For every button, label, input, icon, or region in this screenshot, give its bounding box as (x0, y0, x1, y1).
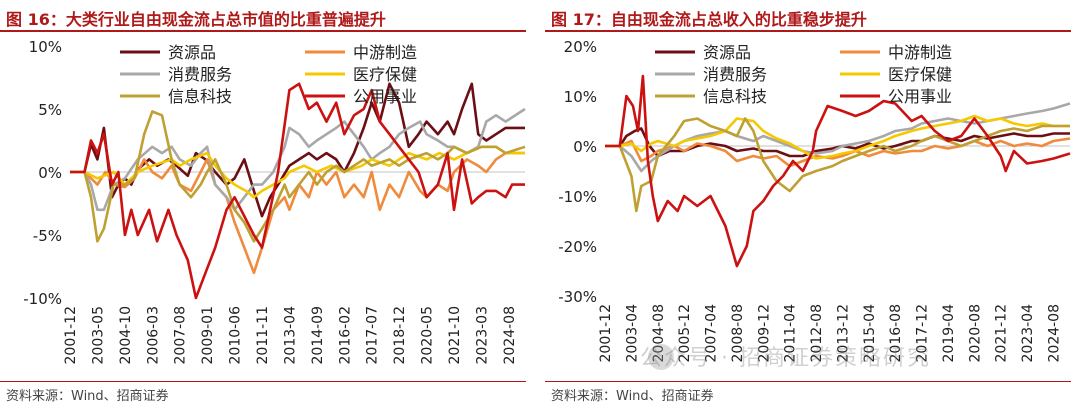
chart-panel-left: 图 16：大类行业自由现金流占总市值的比重普遍提升 10% 5% 0% -5% -10%… (0, 0, 532, 408)
y-tick-label: -10% (558, 188, 597, 206)
x-tick-label: 2013-12 (835, 304, 851, 363)
x-tick-label: 2012-08 (809, 304, 825, 363)
legend-label: 中游制造 (888, 43, 952, 62)
watermark-logo-icon (648, 344, 674, 370)
x-tick-label: 2001-12 (598, 304, 614, 363)
y-tick-label: -30% (558, 288, 597, 306)
x-tick-label: 2011-11 (255, 306, 271, 365)
x-tick-label: 2015-04 (862, 304, 878, 363)
x-tick-label: 2009-12 (756, 304, 772, 363)
legend-label: 公用事业 (353, 87, 417, 106)
legend-item: 消费服务 (655, 65, 767, 84)
series-line (70, 151, 525, 275)
legend-item: 中游制造 (840, 43, 952, 62)
legend-label: 中游制造 (353, 43, 417, 62)
watermark: 公众号 · 招商证券策略研究 (640, 346, 931, 371)
x-tick-label: 2011-04 (783, 304, 799, 363)
legend-label: 资源品 (168, 43, 216, 62)
x-tick-label: 2023-04 (1020, 304, 1036, 363)
legend-item: 消费服务 (120, 65, 232, 84)
series-line (70, 145, 525, 199)
legend-item: 信息科技 (655, 87, 767, 106)
legend-label: 消费服务 (168, 65, 232, 84)
legend-item: 资源品 (655, 43, 751, 62)
line-chart: 10% 5% 0% -5% -10%2001-12 2003-05 2004-10 2006-… (23, 38, 526, 365)
x-tick-label: 2005-12 (677, 304, 693, 363)
x-tick-label: 2006-03 (145, 306, 161, 365)
source-note: 资料来源：Wind、招商证券 (551, 389, 714, 404)
x-tick-label: 2017-07 (365, 306, 381, 365)
legend-label: 医疗保健 (888, 65, 952, 84)
chart-panel-right: 图 17：自由现金流占总收入的比重稳步提升 20% 10% 0% -10% -20% -3… (545, 0, 1077, 408)
legend-item: 医疗保健 (840, 65, 952, 84)
figure-title: 图 16：大类行业自由现金流占总市值的比重普遍提升 (6, 10, 386, 29)
legend-label: 消费服务 (703, 65, 767, 84)
x-tick-label: 2021-12 (994, 304, 1010, 363)
x-tick-label: 2003-05 (90, 306, 106, 365)
x-tick-label: 2003-04 (624, 304, 640, 363)
legend-label: 公用事业 (888, 87, 952, 106)
y-tick-label: 0% (573, 138, 597, 156)
series-line (70, 110, 526, 243)
x-tick-label: 2001-12 (63, 306, 79, 365)
x-tick-label: 2024-08 (502, 306, 518, 365)
x-tick-label: 2010-06 (228, 306, 244, 365)
series-line (605, 117, 1070, 213)
x-tick-label: 2009-01 (200, 306, 216, 365)
source-divider (545, 381, 1071, 382)
x-tick-label: 2016-08 (888, 304, 904, 363)
x-tick-label: 2004-10 (118, 306, 134, 365)
source-divider (0, 381, 526, 382)
x-tick-label: 2021-10 (447, 306, 463, 365)
x-tick-label: 2017-12 (915, 304, 931, 363)
series-line (70, 82, 525, 300)
y-tick-label: 20% (564, 38, 597, 56)
y-tick-label: 10% (29, 38, 62, 56)
x-tick-label: 2020-05 (420, 306, 436, 365)
title-divider (545, 30, 1071, 32)
x-tick-label: 2013-04 (282, 306, 298, 365)
y-tick-label: 5% (38, 101, 62, 119)
x-tick-label: 2004-08 (651, 304, 667, 363)
x-tick-label: 2016-02 (337, 306, 353, 365)
x-tick-label: 2024-08 (1047, 304, 1063, 363)
x-tick-label: 2014-09 (310, 306, 326, 365)
line-chart: 20% 10% 0% -10% -20% -30%2001-12 2003-04 2004-0… (558, 38, 1071, 363)
legend-label: 信息科技 (168, 87, 232, 106)
x-tick-label: 2019-04 (941, 304, 957, 363)
source-note: 资料来源：Wind、招商证券 (6, 389, 169, 404)
legend-item: 公用事业 (305, 87, 417, 106)
series-line (605, 74, 1071, 268)
x-tick-label: 2008-08 (730, 304, 746, 363)
legend-label: 信息科技 (703, 87, 767, 106)
x-tick-label: 2007-08 (173, 306, 189, 365)
legend-item: 公用事业 (840, 87, 952, 106)
y-tick-label: -10% (23, 290, 62, 308)
y-tick-label: 0% (38, 164, 62, 182)
legend-label: 资源品 (703, 43, 751, 62)
legend-item: 信息科技 (120, 87, 232, 106)
x-tick-label: 2018-12 (392, 306, 408, 365)
series-line (605, 114, 1070, 160)
legend-item: 中游制造 (305, 43, 417, 62)
y-tick-label: -20% (558, 238, 597, 256)
legend-label: 医疗保健 (353, 65, 417, 84)
x-tick-label: 2023-03 (474, 306, 490, 365)
title-divider (0, 30, 526, 32)
figure-title: 图 17：自由现金流占总收入的比重稳步提升 (551, 10, 867, 29)
series-line (70, 107, 526, 212)
y-tick-label: -5% (33, 227, 62, 245)
legend-item: 资源品 (120, 43, 216, 62)
x-tick-label: 2020-08 (967, 304, 983, 363)
legend-item: 医疗保健 (305, 65, 417, 84)
x-tick-label: 2007-04 (704, 304, 720, 363)
y-tick-label: 10% (564, 88, 597, 106)
